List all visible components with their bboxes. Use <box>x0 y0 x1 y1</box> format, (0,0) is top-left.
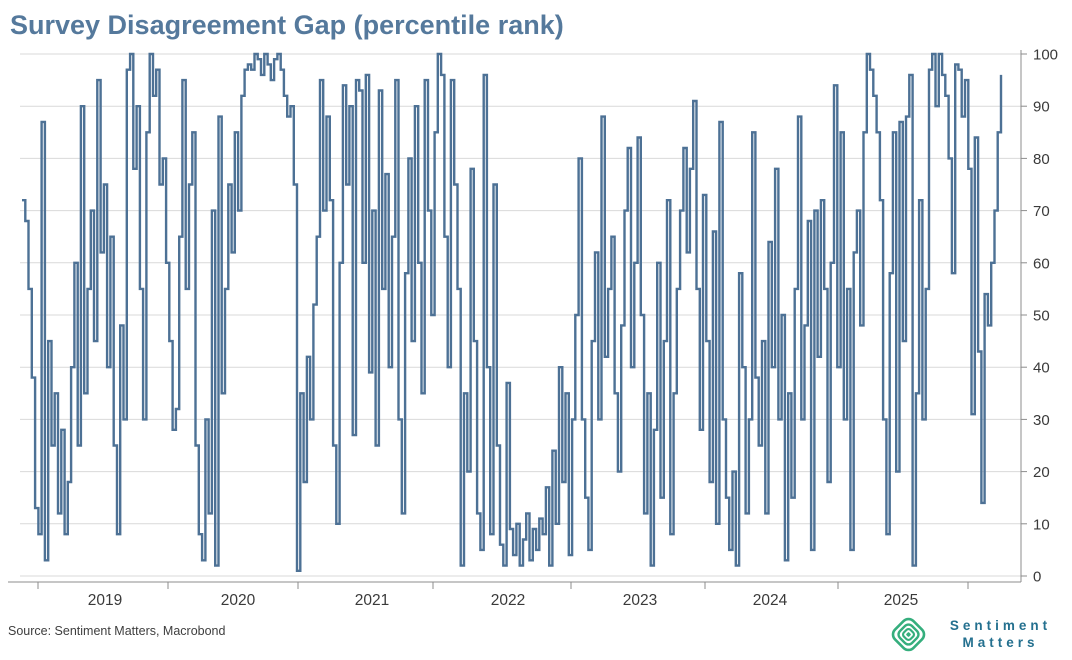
y-axis-tick-label: 70 <box>1033 203 1050 220</box>
x-axis-tick-label: 2023 <box>623 592 657 609</box>
y-axis-tick-label: 0 <box>1033 569 1041 586</box>
source-note: Source: Sentiment Matters, Macrobond <box>8 624 226 638</box>
x-axis-tick-label: 2024 <box>753 592 788 609</box>
x-axis-tick-label: 2025 <box>884 592 918 609</box>
x-axis-tick-label: 2020 <box>221 592 256 609</box>
logo-text: Sentiment Matters <box>933 617 1068 651</box>
y-axis-tick-label: 50 <box>1033 308 1050 325</box>
sentiment-matters-logo: Sentiment Matters <box>890 612 1068 656</box>
data-series-line <box>22 52 1003 572</box>
y-axis-tick-label: 90 <box>1033 99 1050 116</box>
y-axis-tick-label: 100 <box>1033 47 1058 64</box>
logo-text-line1: Sentiment <box>949 618 1052 633</box>
x-axis-tick-label: 2022 <box>491 592 525 609</box>
y-axis-tick-label: 60 <box>1033 255 1050 272</box>
y-axis-tick-label: 30 <box>1033 412 1050 429</box>
y-axis-tick-label: 80 <box>1033 151 1050 168</box>
y-axis-tick-label: 10 <box>1033 516 1050 533</box>
x-axis-tick-label: 2021 <box>355 592 389 609</box>
y-axis-tick-label: 20 <box>1033 464 1050 481</box>
page-title: Survey Disagreement Gap (percentile rank… <box>10 10 564 40</box>
concentric-diamonds-icon <box>891 617 926 651</box>
x-axis-tick-label: 2019 <box>88 592 122 609</box>
logo-text-line2: Matters <box>962 635 1039 650</box>
y-axis-tick-label: 40 <box>1033 360 1050 377</box>
